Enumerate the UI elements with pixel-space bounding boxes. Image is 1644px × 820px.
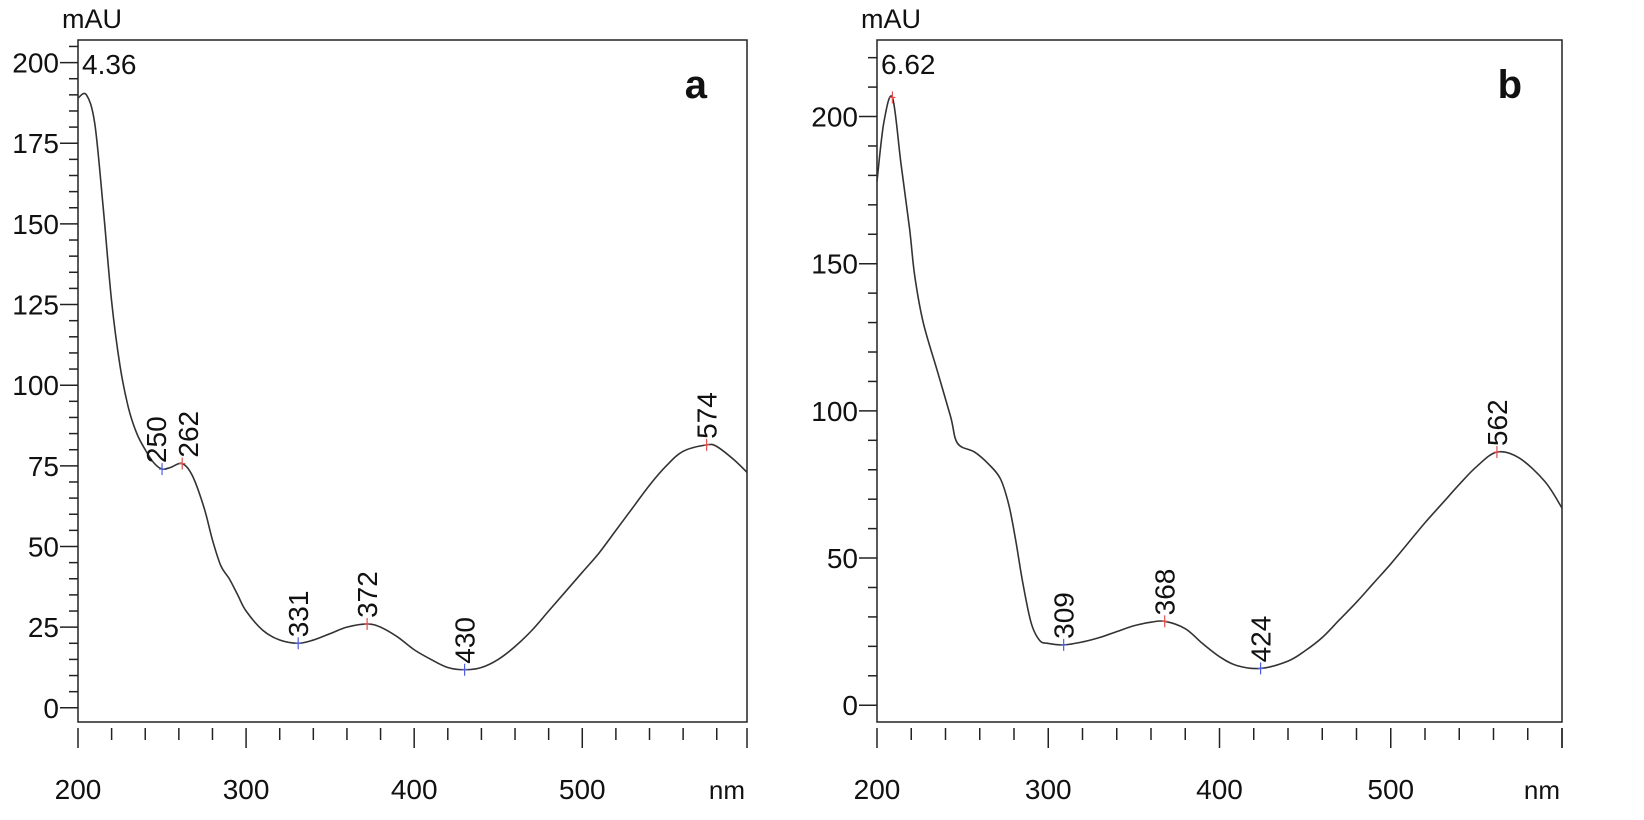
x-tick-label: 200 bbox=[854, 774, 901, 805]
y-axis-unit: mAU bbox=[861, 4, 921, 34]
y-tick-label: 200 bbox=[12, 48, 59, 79]
y-tick-label: 125 bbox=[12, 290, 59, 321]
x-tick-label: 400 bbox=[391, 774, 438, 805]
x-tick-label: 200 bbox=[55, 774, 102, 805]
peak-wavelength-label: 562 bbox=[1482, 399, 1513, 446]
panel-letter: a bbox=[685, 63, 708, 107]
peak-wavelength-label: 250 bbox=[141, 416, 172, 463]
peak-wavelength-label: 262 bbox=[173, 411, 204, 458]
y-tick-label: 175 bbox=[12, 128, 59, 159]
y-tick-label: 150 bbox=[811, 249, 858, 280]
x-axis-unit: nm bbox=[709, 775, 745, 805]
peak-wavelength-label: 368 bbox=[1150, 569, 1181, 616]
y-tick-label: 25 bbox=[28, 612, 59, 643]
y-tick-label: 100 bbox=[811, 396, 858, 427]
x-tick-label: 300 bbox=[1025, 774, 1072, 805]
y-tick-label: 0 bbox=[842, 690, 858, 721]
plot-frame bbox=[876, 39, 1563, 723]
y-tick-label: 75 bbox=[28, 451, 59, 482]
x-tick-label: 400 bbox=[1196, 774, 1243, 805]
y-tick-label: 150 bbox=[12, 209, 59, 240]
y-tick-label: 50 bbox=[827, 543, 858, 574]
plot-frame bbox=[77, 39, 748, 723]
x-axis-unit: nm bbox=[1524, 775, 1560, 805]
y-tick-label: 0 bbox=[43, 693, 59, 724]
y-axis-unit: mAU bbox=[62, 4, 122, 34]
peak-wavelength-label: 331 bbox=[283, 591, 314, 638]
y-tick-label: 50 bbox=[28, 531, 59, 562]
peak-wavelength-label: 574 bbox=[692, 392, 723, 439]
retention-time-label: 4.36 bbox=[82, 49, 137, 80]
spectrum-line bbox=[876, 95, 1563, 670]
panel-letter: b bbox=[1498, 63, 1522, 107]
retention-time-label: 6.62 bbox=[881, 49, 936, 80]
panel-b: 0 50 100 150 200 200 300 400 500 nm mAU 6.62 b 309 368… bbox=[811, 4, 1563, 805]
spectrum-line bbox=[77, 92, 748, 671]
x-tick-label: 500 bbox=[1367, 774, 1414, 805]
panel-a: 0 25 50 75 100 125 150 175 200 200 300 400 500 nm mAU 4… bbox=[12, 4, 748, 805]
peak-wavelength-label: 309 bbox=[1049, 592, 1080, 639]
y-tick-label: 100 bbox=[12, 370, 59, 401]
peak-wavelength-label: 424 bbox=[1246, 616, 1277, 663]
x-tick-label: 300 bbox=[223, 774, 270, 805]
peak-wavelength-label: 430 bbox=[450, 617, 481, 664]
x-tick-label: 500 bbox=[559, 774, 606, 805]
peak-wavelength-label: 372 bbox=[352, 571, 383, 618]
y-tick-label: 200 bbox=[811, 102, 858, 133]
